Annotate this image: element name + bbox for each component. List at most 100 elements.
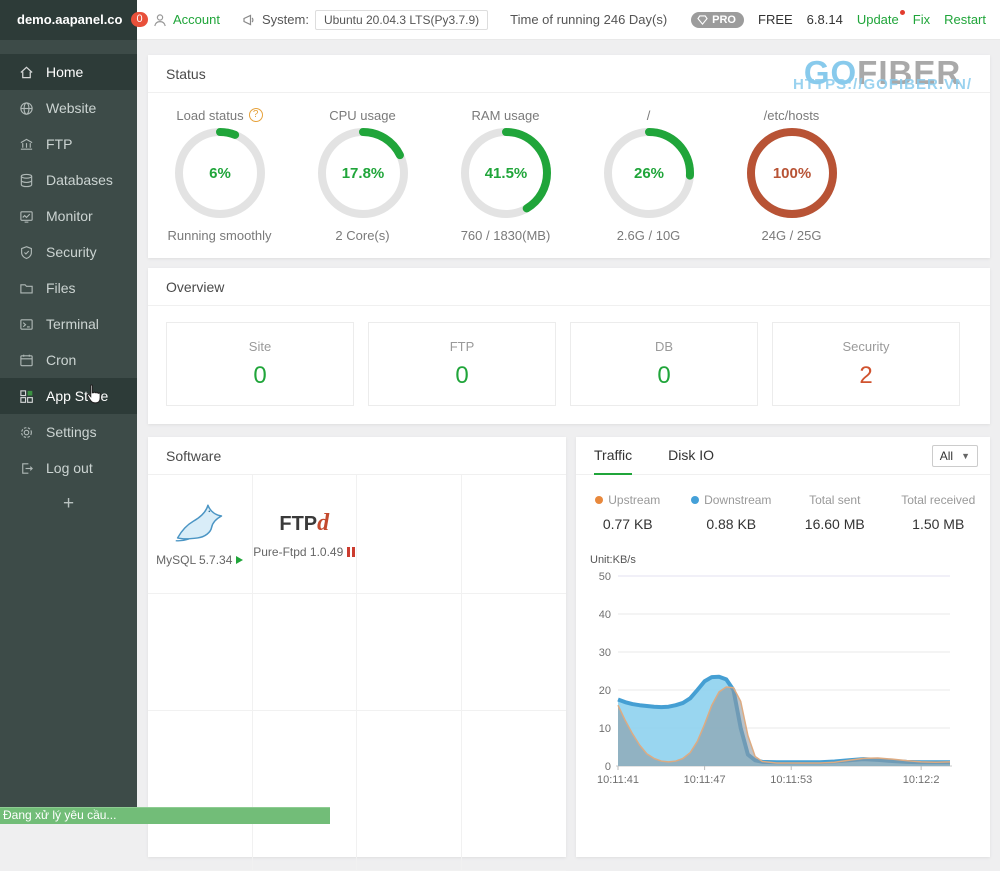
processing-toast: Đang xử lý yêu cầu... [0, 807, 330, 824]
sidebar-item-logout[interactable]: Log out [0, 450, 137, 486]
monitor-chart-icon [20, 210, 33, 223]
gauge-cpu-usage: CPU usage 17.8% 2 Core(s) [291, 105, 434, 243]
svg-text:100%: 100% [772, 165, 810, 182]
sidebar-item-terminal[interactable]: Terminal [0, 306, 137, 342]
overview-card-ftp[interactable]: FTP 0 [368, 322, 556, 406]
software-cell-empty [148, 594, 253, 711]
software-cell-pureftpd[interactable]: FTPd Pure-Ftpd 1.0.49 [252, 475, 357, 594]
announce-icon [243, 14, 254, 25]
update-link[interactable]: Update [857, 10, 905, 27]
upstream-dot [595, 496, 604, 504]
sidebar-item-databases[interactable]: Databases [0, 162, 137, 198]
downstream-dot [691, 496, 700, 504]
tab-traffic[interactable]: Traffic [594, 437, 633, 475]
message-count-badge[interactable]: 0 [131, 12, 148, 27]
sidebar-item-cron[interactable]: Cron [0, 342, 137, 378]
gauge-ring: 26% [603, 128, 694, 218]
svg-text:40: 40 [599, 609, 611, 621]
system-label: System: [261, 12, 309, 27]
calendar-icon [20, 354, 33, 366]
status-gauges: Load status? 6% Running smoothly CPU usa… [148, 93, 990, 243]
software-cell-empty [357, 594, 462, 711]
sidebar-item-monitor[interactable]: Monitor [0, 198, 137, 234]
update-notification-dot [899, 10, 905, 15]
software-panel: Software MySQL 5.7.34 FTPd Pure-Ftpd 1.0… [148, 437, 566, 871]
software-cell-empty [357, 475, 462, 594]
tab-disk-io[interactable]: Disk IO [668, 446, 715, 463]
bank-icon [20, 138, 33, 150]
sidebar-item-ftp[interactable]: FTP [0, 126, 137, 162]
help-icon[interactable]: ? [248, 108, 263, 122]
pro-badge[interactable]: PRO [691, 11, 744, 28]
overview-card-db[interactable]: DB 0 [570, 322, 758, 406]
chevron-down-icon: ▼ [961, 450, 970, 461]
logout-icon [22, 462, 33, 474]
app-logo[interactable]: demo.aapanel.co 0 [0, 0, 148, 40]
sidebar-item-settings[interactable]: Settings [0, 414, 137, 450]
software-cell-mysql[interactable]: MySQL 5.7.34 [148, 475, 253, 594]
svg-text:10:11:53: 10:11:53 [770, 774, 812, 786]
top-bar: demo.aapanel.co 0 Account System: Ubuntu… [0, 0, 1000, 40]
home-icon [20, 66, 33, 78]
svg-text:20: 20 [599, 685, 611, 697]
gauge-ram-usage: RAM usage 41.5% 760 / 1830(MB) [434, 105, 577, 243]
stat-upstream: Upstream 0.77 KB [576, 493, 680, 532]
svg-text:41.5%: 41.5% [484, 165, 527, 182]
status-title: Status [148, 55, 990, 93]
software-cell-empty [252, 711, 357, 871]
software-cell-empty [461, 594, 566, 711]
svg-text:10: 10 [599, 723, 611, 735]
system-os-version[interactable]: Ubuntu 20.04.3 LTS(Py3.7.9) [314, 9, 489, 30]
svg-text:0: 0 [605, 761, 611, 773]
range-select[interactable]: All ▼ [931, 444, 978, 467]
software-cell-empty [148, 711, 253, 871]
overview-title: Overview [148, 268, 990, 306]
software-cell-empty [252, 594, 357, 711]
stat-downstream: Downstream 0.88 KB [680, 493, 784, 532]
overview-card-security[interactable]: Security 2 [772, 322, 960, 406]
svg-text:30: 30 [599, 647, 611, 659]
restart-link[interactable]: Restart [944, 12, 986, 27]
gauge-ring: 17.8% [317, 128, 408, 218]
status-panel: Status Load status? 6% Running smoothly … [148, 55, 990, 258]
running-status-icon[interactable] [236, 556, 244, 564]
mysql-dolphin-icon [175, 504, 222, 542]
plan-label: FREE [758, 12, 793, 27]
account-link[interactable]: Account [153, 12, 220, 27]
traffic-panel: Traffic Disk IO All ▼ Upstream 0.77 KB D… [576, 437, 990, 857]
database-icon [20, 173, 33, 187]
diamond-icon [697, 14, 708, 25]
app-grid-icon [20, 389, 33, 403]
gear-icon [21, 426, 32, 438]
stopped-status-icon[interactable] [347, 546, 356, 557]
gauge-load-status: Load status? 6% Running smoothly [167, 107, 272, 244]
sidebar-item-files[interactable]: Files [0, 270, 137, 306]
sidebar-item-app-store[interactable]: App Store [0, 378, 137, 414]
svg-text:26%: 26% [633, 165, 663, 182]
gauge-ring: 41.5% [460, 128, 551, 218]
sidebar-item-website[interactable]: Website [0, 90, 137, 126]
svg-text:6%: 6% [209, 165, 231, 182]
svg-text:10:11:47: 10:11:47 [684, 774, 726, 786]
version-number: 6.8.14 [806, 12, 843, 27]
gauge-etc-hosts-disk: /etc/hosts 100% 24G / 25G [720, 105, 863, 243]
stat-total-sent: Total sent 16.60 MB [804, 493, 865, 532]
sidebar-item-security[interactable]: Security [0, 234, 137, 270]
sidebar-item-home[interactable]: Home [0, 54, 137, 90]
mouse-hand-cursor [86, 384, 101, 404]
sidebar-add-button[interactable]: + [62, 493, 75, 514]
folder-icon [20, 283, 33, 293]
software-title: Software [148, 437, 566, 475]
overview-card-site[interactable]: Site 0 [166, 322, 354, 406]
fix-link[interactable]: Fix [912, 12, 931, 27]
ftpd-logo: FTPd [279, 509, 330, 536]
system-info: System: Ubuntu 20.04.3 LTS(Py3.7.9) [242, 9, 489, 30]
gauge-ring: 6% [174, 128, 265, 218]
stat-total-received: Total received 1.50 MB [901, 493, 976, 532]
svg-text:17.8%: 17.8% [341, 165, 384, 182]
chart-unit-label: Unit:KB/s [590, 554, 636, 566]
overview-panel: Overview Site 0 FTP 0 DB 0 Security 2 [148, 268, 990, 424]
person-icon [154, 13, 166, 26]
sidebar: Home Website FTP Databases Monitor Secur… [0, 40, 137, 824]
shield-icon [21, 245, 32, 259]
